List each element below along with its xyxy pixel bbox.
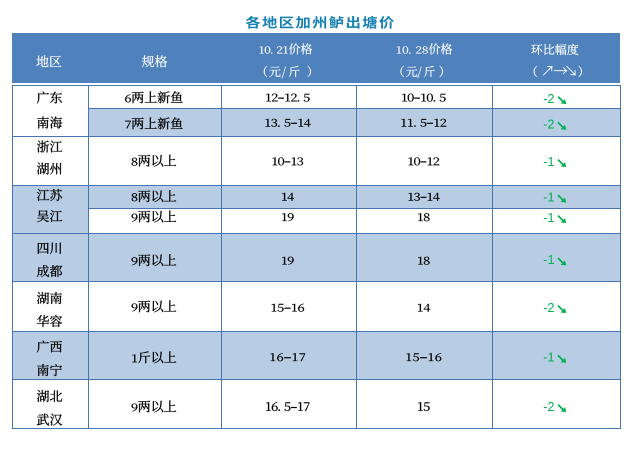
svg-text:-1: -1: [543, 155, 554, 169]
svg-text:-1: -1: [543, 253, 554, 267]
svg-text:-2: -2: [543, 118, 554, 132]
svg-text:-2: -2: [543, 400, 554, 414]
svg-text:-1: -1: [543, 190, 554, 204]
svg-text:-2: -2: [543, 301, 554, 315]
svg-text:-2: -2: [543, 92, 554, 106]
svg-text:-1: -1: [543, 351, 554, 365]
svg-text:-1: -1: [543, 211, 554, 225]
